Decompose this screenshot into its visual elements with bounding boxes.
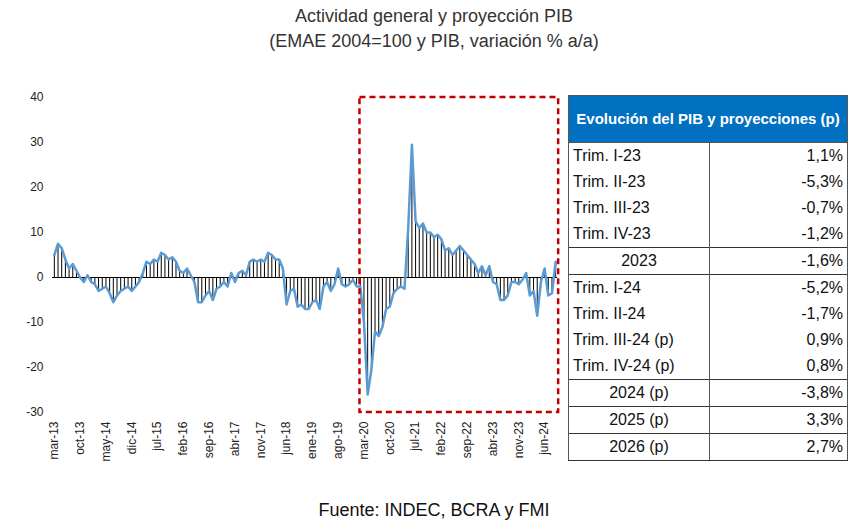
svg-text:oct-13: oct-13	[73, 421, 87, 455]
svg-text:abr-17: abr-17	[228, 421, 242, 456]
html-text:-1,7%: -1,7%	[801, 305, 843, 322]
svg-text:abr-23: abr-23	[486, 421, 500, 456]
svg-text:feb-22: feb-22	[434, 421, 448, 455]
html-text:-0,7%: -0,7%	[801, 199, 843, 216]
svg-text:jul-15: jul-15	[150, 421, 164, 452]
html-text:0,8%: 0,8%	[806, 357, 843, 374]
svg-text:30: 30	[30, 135, 44, 149]
svg-text:mar-13: mar-13	[47, 421, 61, 459]
html-text:Trim. II-23: Trim. II-23	[573, 173, 646, 190]
svg-text:ago-19: ago-19	[331, 421, 345, 459]
svg-text:jun-18: jun-18	[279, 421, 293, 456]
html-text:Trim. III-24 (p): Trim. III-24 (p)	[573, 331, 674, 348]
html-text:-5,3%: -5,3%	[801, 173, 843, 190]
html-text:Fuente: INDEC, BCRA y FMI: Fuente: INDEC, BCRA y FMI	[318, 500, 550, 520]
svg-text:0: 0	[37, 270, 44, 284]
html-text:1,1%: 1,1%	[806, 147, 843, 164]
svg-text:-30: -30	[26, 405, 44, 419]
svg-text:may-14: may-14	[99, 421, 113, 461]
html-text:-5,2%: -5,2%	[801, 279, 843, 296]
html-text:2025 (p): 2025 (p)	[609, 411, 669, 428]
html-text:Actividad general y proyección: Actividad general y proyección PIB	[294, 6, 574, 26]
svg-text:jun-24: jun-24	[537, 421, 551, 456]
html-text:2023: 2023	[621, 252, 657, 269]
html-text:3,3%: 3,3%	[806, 411, 843, 428]
svg-text:dic-14: dic-14	[125, 421, 139, 454]
svg-text:feb-16: feb-16	[176, 421, 190, 455]
svg-text:oct-20: oct-20	[383, 421, 397, 455]
svg-text:ene-19: ene-19	[305, 421, 319, 459]
html-text:Evolución del PIB y proyeccion: Evolución del PIB y proyecciones (p)	[576, 110, 840, 127]
html-text:(EMAE 2004=100 y PIB, variació: (EMAE 2004=100 y PIB, variación % a/a)	[269, 31, 599, 51]
html-text:Trim. IV-23: Trim. IV-23	[573, 225, 651, 242]
svg-text:-20: -20	[26, 360, 44, 374]
svg-text:jul-21: jul-21	[408, 421, 422, 452]
svg-text:10: 10	[30, 225, 44, 239]
html-text:0,9%: 0,9%	[806, 331, 843, 348]
html-text:2,7%: 2,7%	[806, 438, 843, 455]
html-text:Trim. I-23: Trim. I-23	[573, 147, 641, 164]
svg-text:sep-16: sep-16	[202, 421, 216, 458]
html-text:2026 (p): 2026 (p)	[609, 438, 669, 455]
svg-text:nov-23: nov-23	[512, 421, 526, 458]
html-text:-1,2%: -1,2%	[801, 225, 843, 242]
svg-text:20: 20	[30, 180, 44, 194]
html-text:Trim. IV-24 (p): Trim. IV-24 (p)	[573, 357, 675, 374]
html-text:-3,8%: -3,8%	[801, 384, 843, 401]
svg-text:-10: -10	[26, 315, 44, 329]
svg-text:40: 40	[30, 90, 44, 104]
html-text:Trim. III-23: Trim. III-23	[573, 199, 650, 216]
html-text:2024 (p): 2024 (p)	[609, 384, 669, 401]
html-text:Trim. I-24: Trim. I-24	[573, 279, 641, 296]
html-text:-1,6%: -1,6%	[801, 252, 843, 269]
svg-text:nov-17: nov-17	[254, 421, 268, 458]
svg-text:sep-22: sep-22	[460, 421, 474, 458]
svg-text:mar-20: mar-20	[357, 421, 371, 459]
html-text:Trim. II-24: Trim. II-24	[573, 305, 646, 322]
